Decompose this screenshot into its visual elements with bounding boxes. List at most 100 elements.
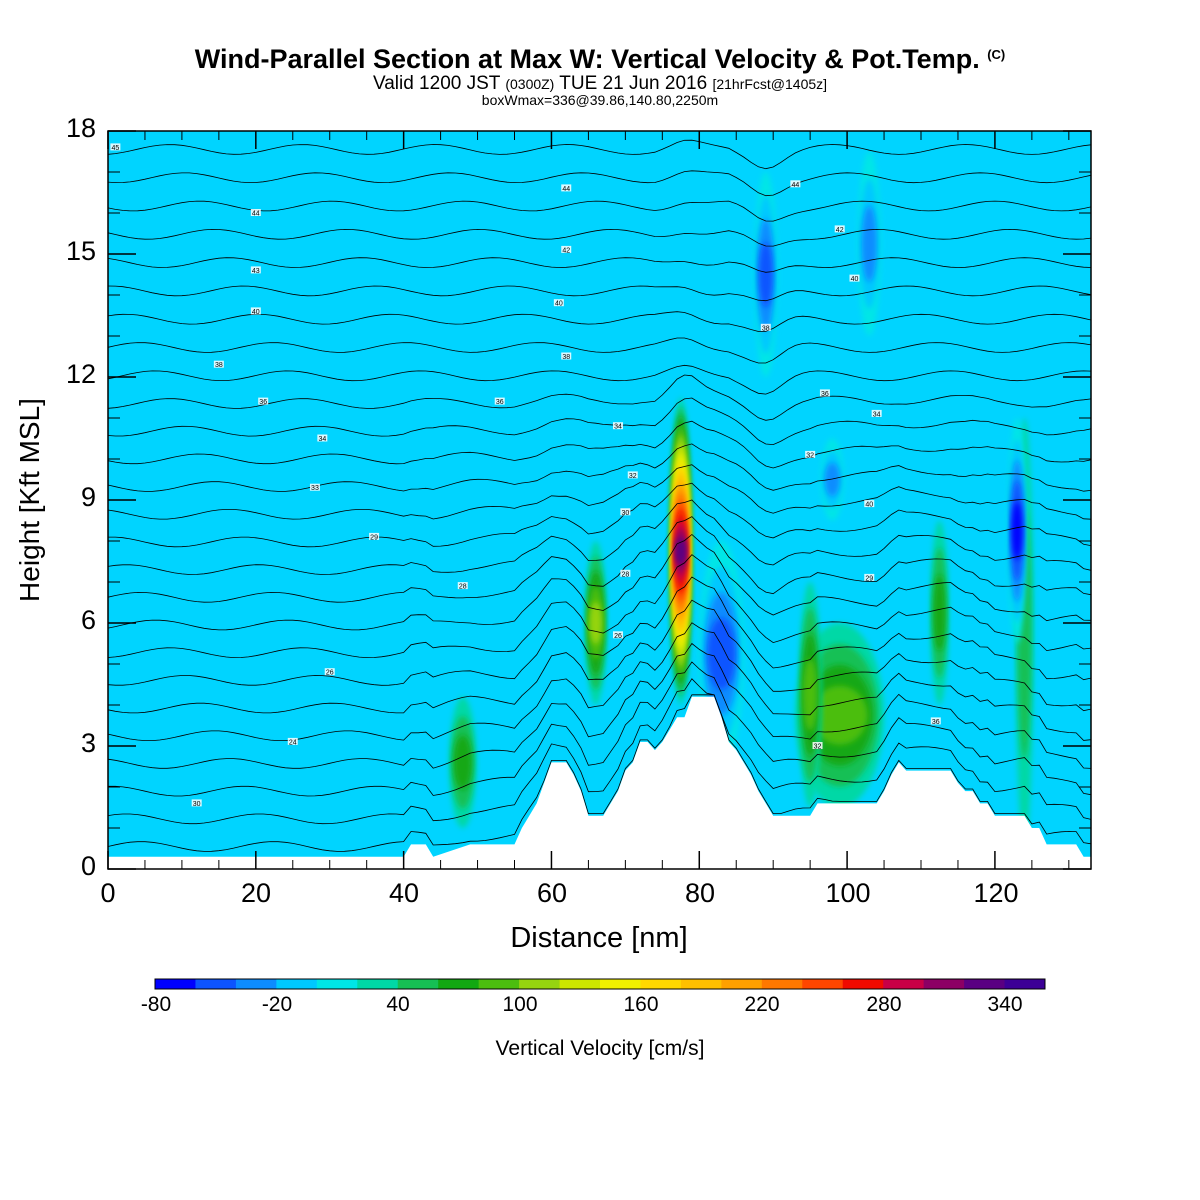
- velocity-band: [803, 658, 818, 731]
- colorbar-tick-label: 340: [987, 993, 1023, 1016]
- colorbar-title: Vertical Velocity [cm/s]: [495, 1037, 705, 1060]
- isentrope-label-box: [324, 668, 335, 676]
- isentrope-label: 34: [614, 424, 622, 431]
- isentrope-label: 33: [311, 485, 319, 492]
- velocity-band: [675, 538, 686, 565]
- isentrope-label-box: [849, 274, 860, 282]
- isentrope-line: [108, 661, 1091, 797]
- colorbar-swatch: [276, 979, 318, 989]
- isentrope-label-box: [760, 323, 771, 331]
- isentrope-label-box: [494, 397, 505, 405]
- isentrope-label: 38: [562, 354, 570, 361]
- colorbar-swatch: [438, 979, 480, 989]
- colorbar-swatch: [883, 979, 925, 989]
- isentrope-label-box: [805, 450, 816, 458]
- isentrope-label-box: [457, 582, 468, 590]
- isentrope-label-box: [620, 508, 631, 516]
- isentrope-line: [108, 170, 1091, 197]
- isentrope-label: 26: [614, 633, 622, 640]
- x-tick-label: 20: [240, 878, 272, 908]
- y-tick-label: 18: [65, 113, 96, 143]
- velocity-band: [1011, 501, 1023, 560]
- chart-title: Wind-Parallel Section at Max W: Vertical…: [0, 44, 1200, 75]
- colorbar-swatch: [316, 979, 358, 989]
- isentrope-line: [108, 554, 1091, 659]
- isentrope-label-box: [317, 434, 328, 442]
- isentrope-line: [108, 285, 1091, 302]
- colorbar-swatch: [640, 979, 682, 989]
- colorbar-tick-label: 220: [744, 993, 780, 1016]
- isentrope-label-box: [834, 225, 845, 233]
- colorbar-swatch: [559, 979, 601, 989]
- colorbar-swatch: [357, 979, 399, 989]
- terrain: [108, 696, 1091, 869]
- isentrope-label: 44: [791, 182, 799, 189]
- velocity-band: [758, 241, 773, 308]
- isentrope-line: [108, 374, 1091, 421]
- colorbar-swatch: [761, 979, 803, 989]
- isentrope-label-box: [250, 209, 261, 216]
- isentrope-label: 28: [621, 571, 629, 578]
- isentrope-label-box: [553, 299, 564, 307]
- colorbar-swatch: [235, 979, 277, 989]
- isentrope-label: 32: [814, 744, 822, 751]
- isentrope-label: 40: [555, 301, 563, 308]
- isentrope-line: [108, 576, 1091, 686]
- colorbar-tick-label: 100: [502, 993, 538, 1016]
- isentrope-label: 40: [851, 276, 859, 283]
- colorbar-swatch: [802, 979, 844, 989]
- updraft-cell: [930, 520, 949, 705]
- velocity-band: [707, 617, 736, 690]
- isentrope-line: [108, 311, 1091, 332]
- updraft-cell: [585, 541, 607, 705]
- isentrope-line: [108, 622, 1091, 741]
- colorbar-swatch: [680, 979, 722, 989]
- isentrope-label: 36: [932, 719, 940, 726]
- isentrope-label: 24: [289, 739, 297, 746]
- isentrope-label-box: [864, 500, 875, 508]
- velocity-features: [449, 151, 1034, 849]
- valid-date: TUE 21 Jun 2016: [559, 73, 708, 94]
- isentrope-label: 29: [370, 534, 378, 541]
- isentrope-label-box: [309, 483, 320, 491]
- isentrope-label: 28: [459, 584, 467, 591]
- isentrope-label-box: [790, 180, 801, 188]
- isentrope-label-box: [819, 389, 830, 397]
- isentrope-label-box: [871, 409, 882, 417]
- isentrope-label-box: [369, 532, 380, 540]
- colorbar: [154, 978, 1046, 990]
- x-tick-label: 0: [100, 878, 116, 908]
- chart-title-text: Wind-Parallel Section at Max W: Vertical…: [194, 44, 980, 74]
- isentrope-label: 42: [562, 247, 570, 254]
- isentrope-label: 43: [252, 268, 260, 275]
- isentrope-line: [108, 482, 1091, 548]
- isentrope-label-box: [930, 717, 941, 725]
- isentrope-line: [108, 139, 1091, 170]
- downdraft-cell: [1008, 418, 1026, 644]
- isentrope-label: 38: [762, 325, 770, 332]
- velocity-band: [933, 574, 946, 651]
- isentrope-label-box: [864, 573, 875, 581]
- isentrope-line: [108, 443, 1091, 492]
- valid-utc: (0300Z): [505, 76, 555, 92]
- isentrope-line: [108, 599, 1091, 714]
- x-axis-title: Distance [nm]: [510, 922, 688, 954]
- velocity-band: [589, 601, 602, 645]
- isentrope-label: 34: [318, 436, 326, 443]
- y-tick-label: 6: [80, 605, 96, 635]
- isentrope-label-box: [620, 569, 631, 577]
- isentrope-label: 36: [821, 391, 829, 398]
- colorbar-tick-label: 160: [623, 993, 659, 1016]
- isentrope-label: 44: [252, 211, 260, 218]
- colorbar-tick-label: 280: [866, 993, 902, 1016]
- isentrope-label: 26: [326, 670, 334, 677]
- copyright-mark: (C): [987, 47, 1006, 62]
- isentrope-line: [108, 257, 1091, 273]
- isentrope-line: [108, 364, 1091, 395]
- colorbar-swatch: [478, 979, 520, 989]
- colorbar-swatch: [155, 979, 196, 989]
- colorbar-swatch: [964, 979, 1006, 989]
- updraft-cell: [670, 397, 692, 705]
- isentrope-label-box: [287, 737, 298, 745]
- isentrope-label: 32: [629, 473, 637, 480]
